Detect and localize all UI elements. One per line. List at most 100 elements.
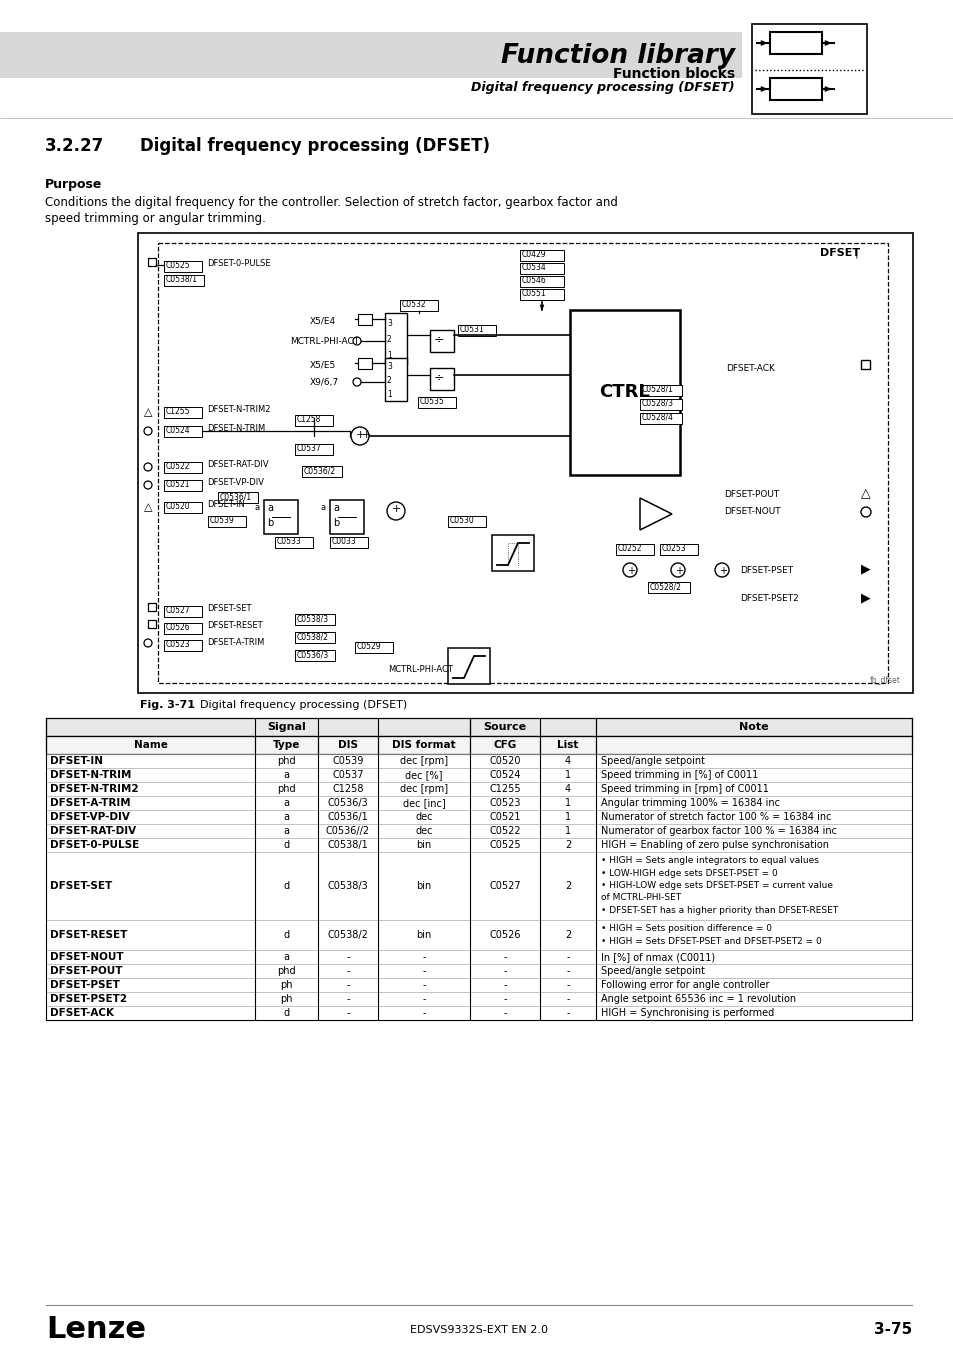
Text: 3: 3	[387, 362, 392, 371]
Bar	[164, 427, 202, 437]
Text: DFSET-ACK: DFSET-ACK	[50, 1008, 113, 1018]
Text: phd: phd	[277, 756, 295, 765]
Text: MCTRL-PHI-ACT: MCTRL-PHI-ACT	[290, 338, 358, 346]
Text: 1: 1	[564, 798, 571, 809]
Bar	[46, 810, 911, 824]
Text: C0252: C0252	[618, 544, 641, 554]
Bar	[164, 502, 202, 513]
Text: C0536/3: C0536/3	[296, 649, 329, 659]
Text: CTRL: CTRL	[599, 383, 650, 401]
Bar	[164, 640, 202, 651]
Text: 1: 1	[387, 390, 392, 400]
Text: -: -	[566, 994, 569, 1004]
Text: C0527: C0527	[489, 882, 520, 891]
Bar	[164, 481, 202, 491]
Text: C0526: C0526	[166, 622, 191, 632]
Text: dec [rpm]: dec [rpm]	[399, 756, 448, 765]
Bar	[861, 360, 869, 369]
Text: d: d	[283, 930, 290, 940]
Text: a: a	[320, 504, 326, 512]
Text: -: -	[566, 952, 569, 963]
Text: -: -	[503, 980, 506, 990]
Bar	[164, 462, 202, 472]
Text: C0538/2: C0538/2	[327, 930, 368, 940]
Text: C0528/1: C0528/1	[641, 385, 673, 394]
Text: C0033: C0033	[332, 537, 356, 545]
Text: C0253: C0253	[661, 544, 686, 554]
Bar	[457, 325, 496, 336]
Bar	[417, 397, 456, 408]
Text: DFSET-A-TRIM: DFSET-A-TRIM	[50, 798, 131, 809]
Bar	[148, 258, 156, 266]
Bar	[385, 358, 407, 401]
Circle shape	[387, 502, 405, 520]
Bar	[569, 310, 679, 475]
Text: • HIGH = Sets position difference = 0: • HIGH = Sets position difference = 0	[600, 923, 771, 933]
Text: a: a	[254, 504, 260, 512]
Text: C0522: C0522	[489, 826, 520, 836]
Text: DFSET-SET: DFSET-SET	[50, 882, 112, 891]
Text: C0523: C0523	[166, 640, 191, 649]
Circle shape	[144, 463, 152, 471]
Text: Numerator of stretch factor 100 % = 16384 inc: Numerator of stretch factor 100 % = 1638…	[600, 811, 831, 822]
Text: DFSET-RESET: DFSET-RESET	[207, 621, 262, 630]
Bar	[294, 444, 333, 455]
Bar	[385, 313, 407, 364]
Text: DFSET-RAT-DIV: DFSET-RAT-DIV	[207, 460, 269, 468]
Text: • HIGH = Sets DFSET-PSET and DFSET-PSET2 = 0: • HIGH = Sets DFSET-PSET and DFSET-PSET2…	[600, 937, 821, 945]
Text: -: -	[422, 952, 425, 963]
Text: -: -	[503, 1008, 506, 1018]
Text: of MCTRL-PHI-SET: of MCTRL-PHI-SET	[600, 894, 680, 903]
Text: 3-75: 3-75	[873, 1323, 911, 1338]
Bar	[208, 516, 246, 526]
Bar	[46, 950, 911, 964]
Text: C0535: C0535	[419, 397, 444, 406]
Text: C0536//2: C0536//2	[326, 826, 370, 836]
Bar	[46, 782, 911, 796]
Circle shape	[670, 563, 684, 576]
Bar	[148, 603, 156, 612]
Text: b: b	[333, 518, 339, 528]
Text: CFG: CFG	[493, 740, 517, 751]
Text: DIS: DIS	[337, 740, 357, 751]
Text: C0551: C0551	[521, 289, 546, 298]
Bar	[769, 32, 821, 54]
Text: 1: 1	[564, 769, 571, 780]
Text: DIS format: DIS format	[392, 740, 456, 751]
Text: C0520: C0520	[489, 756, 520, 765]
Text: C0521: C0521	[166, 481, 191, 489]
Bar	[164, 261, 202, 271]
Text: bin: bin	[416, 930, 431, 940]
Text: 4: 4	[564, 784, 571, 794]
Text: Angular trimming 100% = 16384 inc: Angular trimming 100% = 16384 inc	[600, 798, 780, 809]
Bar	[330, 500, 364, 535]
Text: • HIGH = Sets angle integrators to equal values: • HIGH = Sets angle integrators to equal…	[600, 856, 818, 865]
Bar	[46, 755, 911, 768]
Circle shape	[353, 378, 360, 386]
Text: -: -	[566, 967, 569, 976]
Text: C1255: C1255	[166, 406, 191, 416]
Text: X5/E5: X5/E5	[310, 360, 335, 370]
Text: dec [%]: dec [%]	[405, 769, 442, 780]
Text: MCTRL-PHI-ACT: MCTRL-PHI-ACT	[388, 666, 453, 674]
Text: 1: 1	[564, 826, 571, 836]
Text: DFSET-PSET: DFSET-PSET	[740, 566, 792, 575]
Text: 3.2.27: 3.2.27	[45, 136, 104, 155]
Circle shape	[714, 563, 728, 576]
Text: C0528/2: C0528/2	[649, 582, 681, 591]
Text: DFSET-NOUT: DFSET-NOUT	[50, 952, 124, 963]
Circle shape	[144, 639, 152, 647]
Text: C0538/1: C0538/1	[327, 840, 368, 850]
Text: DFSET-N-TRIM: DFSET-N-TRIM	[207, 424, 265, 433]
Text: Speed trimming in [%] of C0011: Speed trimming in [%] of C0011	[600, 769, 758, 780]
Text: -: -	[422, 980, 425, 990]
Text: C0528/4: C0528/4	[641, 413, 673, 423]
Text: DFSET-POUT: DFSET-POUT	[723, 490, 779, 500]
Bar	[751, 24, 866, 113]
Text: ÷: ÷	[434, 333, 444, 346]
Text: C0538/1: C0538/1	[166, 275, 198, 284]
Bar	[616, 544, 654, 555]
Bar	[519, 275, 563, 288]
Bar	[0, 32, 741, 78]
Text: Signal: Signal	[267, 722, 306, 732]
